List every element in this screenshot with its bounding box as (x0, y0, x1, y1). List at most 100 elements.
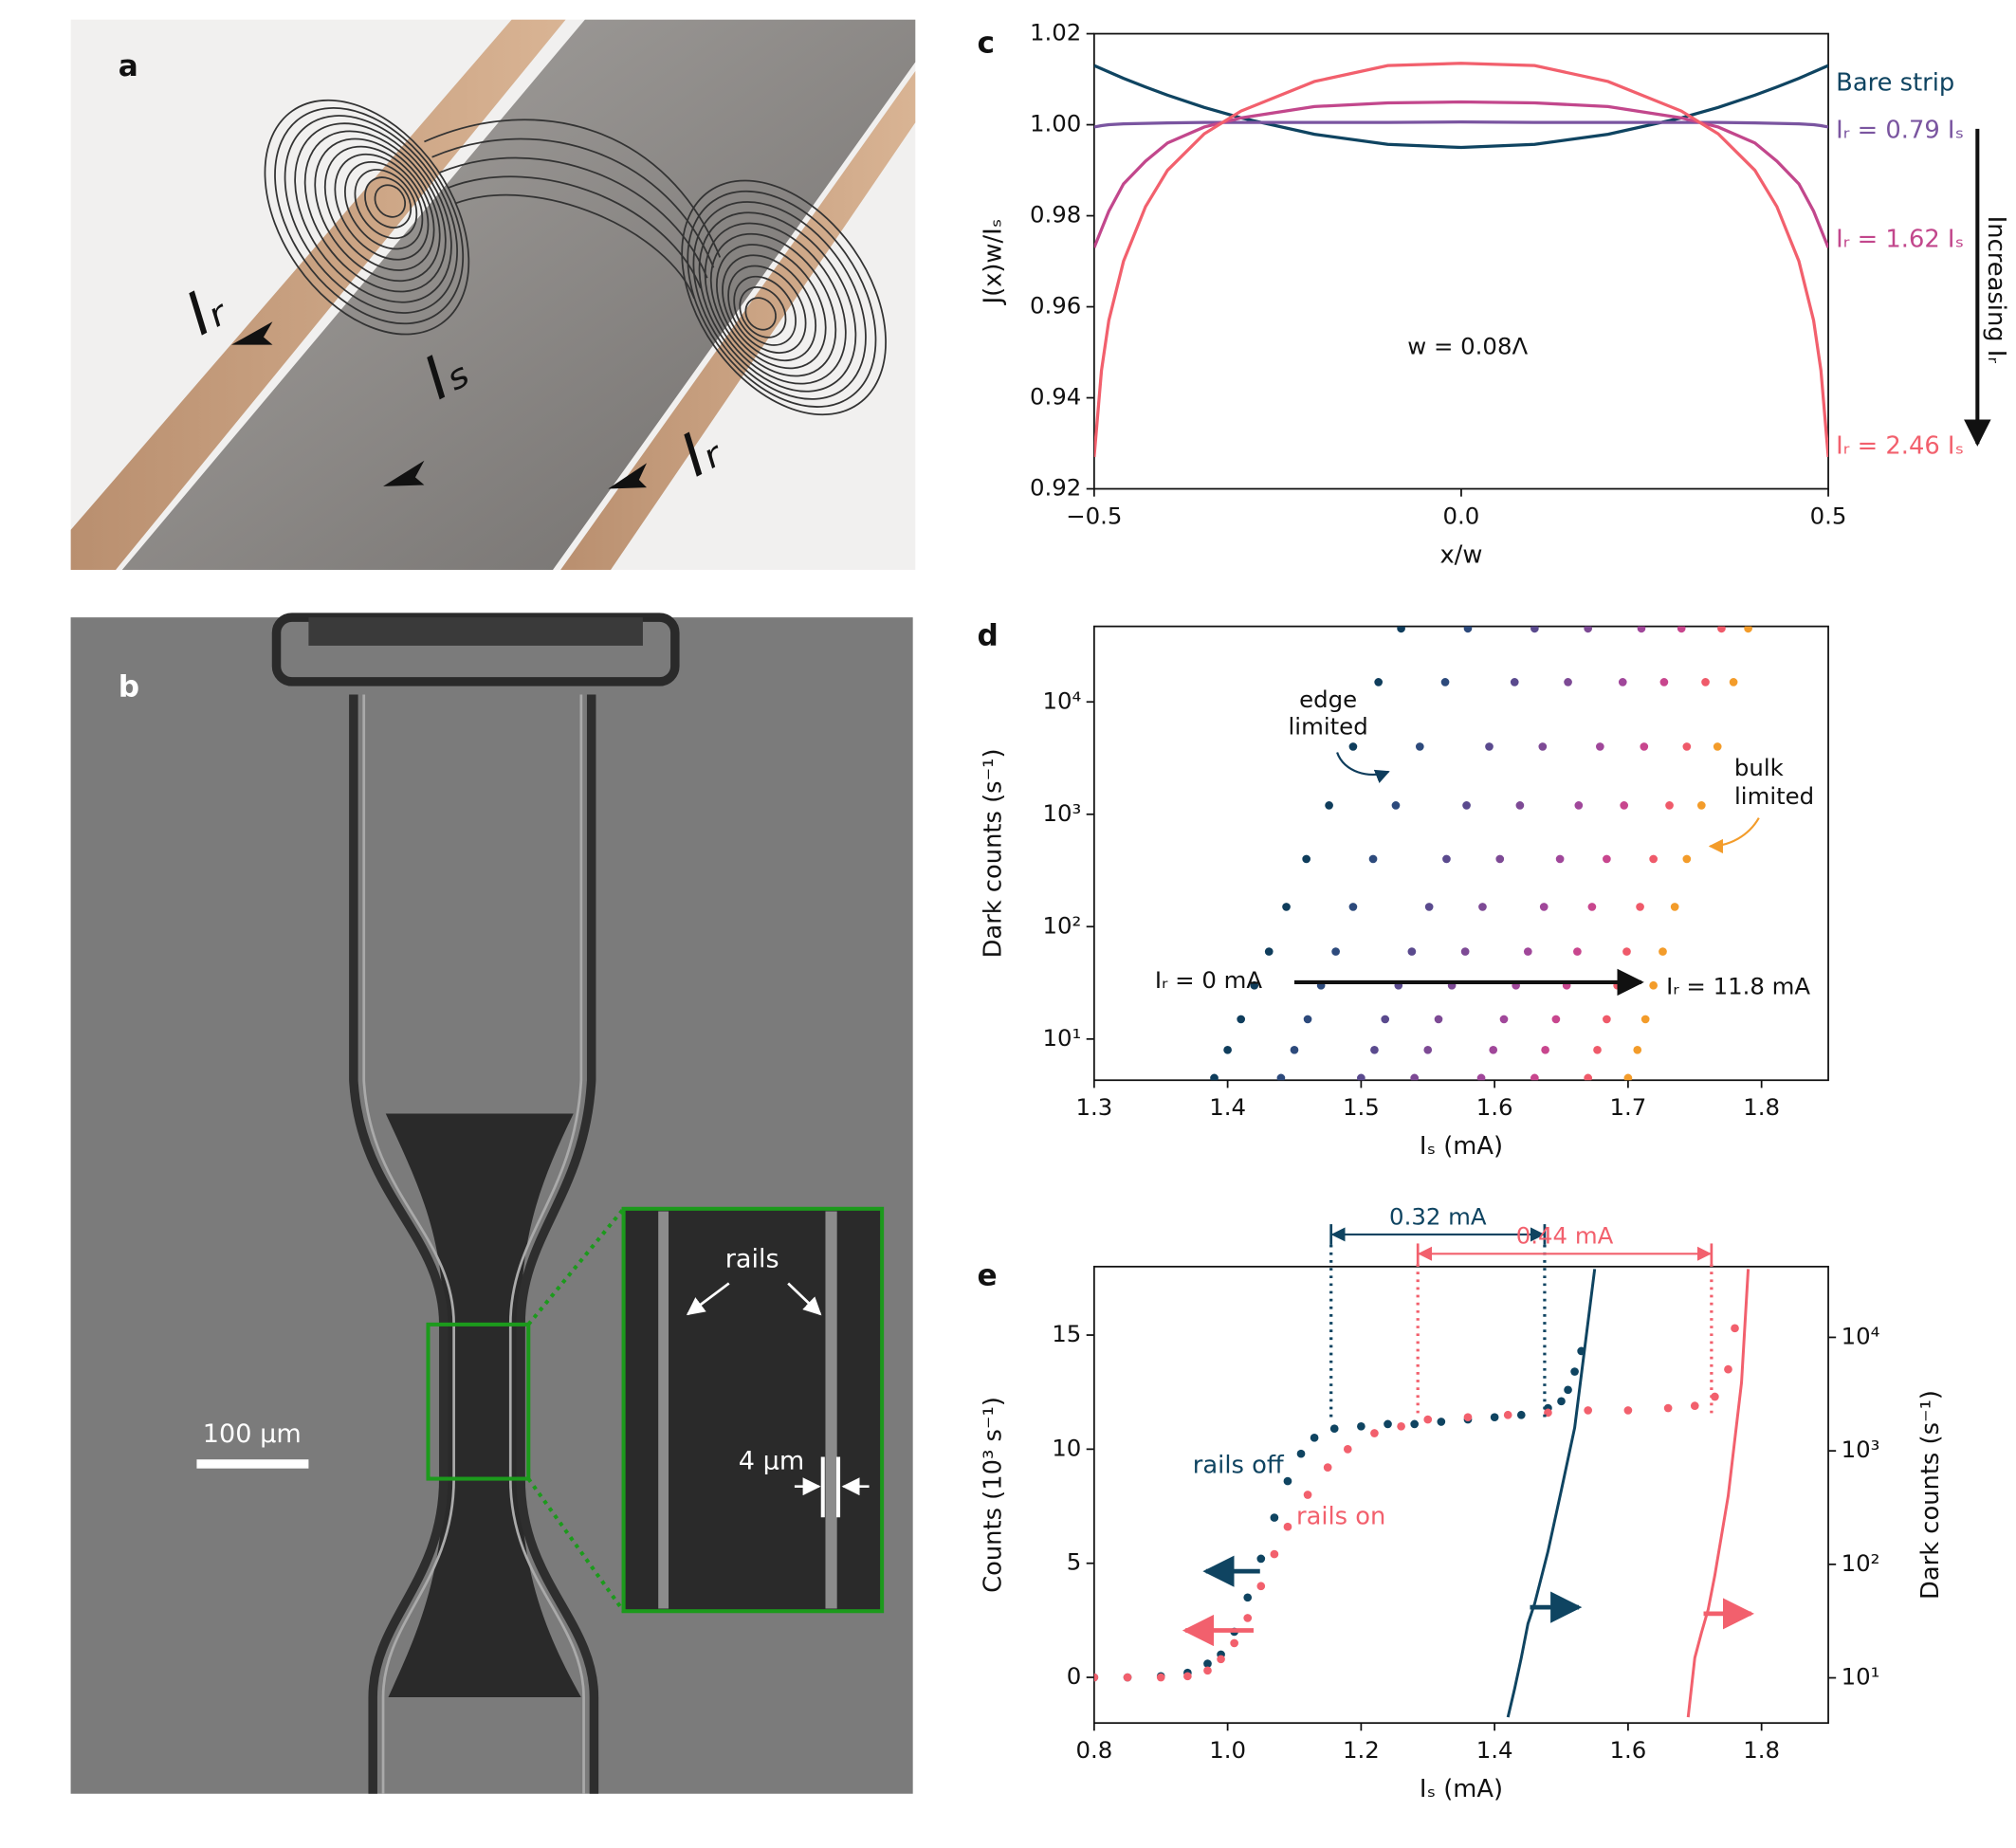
data-point (1690, 1401, 1699, 1410)
inset-label: 4 µm (739, 1446, 805, 1475)
data-point (1329, 1424, 1339, 1434)
data-point (1348, 903, 1358, 911)
data-point (1538, 742, 1548, 751)
data-point (1203, 1666, 1212, 1675)
data-point (1384, 1419, 1392, 1429)
field-line (447, 175, 702, 289)
data-point (1463, 1413, 1473, 1422)
data-point (1368, 854, 1378, 864)
data-point (1276, 1073, 1286, 1081)
data-point (1637, 626, 1646, 633)
y-tick-label: 0.92 (1030, 474, 1081, 502)
data-point (1156, 1673, 1165, 1682)
inset-label: rails (725, 1245, 779, 1274)
data-point (1682, 742, 1692, 751)
annotation: Iᵣ = 11.8 mA (1666, 973, 1810, 1000)
data-point (1665, 801, 1674, 810)
field-line (284, 115, 458, 314)
series-line (1686, 1269, 1750, 1718)
field-line (323, 145, 435, 271)
data-point (1256, 1582, 1266, 1591)
data-point (1423, 1045, 1433, 1054)
data-point (1183, 1672, 1192, 1681)
data-point (1381, 1015, 1390, 1024)
annotation: Increasing Iᵣ (1982, 216, 2010, 364)
pointer-arrow (787, 1282, 822, 1316)
y2-tick-label: 10³ (1842, 1436, 1880, 1463)
series-label: Bare strip (1836, 69, 1954, 98)
zoom-line (526, 1207, 626, 1327)
pointer-arrow (686, 1282, 730, 1316)
data-point (1618, 678, 1627, 686)
annotation: bulk (1734, 754, 1785, 781)
field-line (264, 99, 470, 336)
annotation: w = 0.08Λ (1407, 332, 1528, 359)
zoom-box (426, 1322, 531, 1481)
data-point (1523, 947, 1532, 956)
data-point (1663, 1403, 1673, 1413)
data-point (1717, 626, 1726, 633)
x-tick-label: 0.8 (1075, 1736, 1112, 1764)
plot-frame (1092, 625, 1829, 1082)
pad (308, 617, 643, 646)
data-point (1343, 1445, 1352, 1454)
data-point (1310, 1433, 1319, 1442)
data-point (1462, 801, 1471, 810)
data-point (1357, 1421, 1365, 1431)
data-point (1503, 1410, 1512, 1419)
series-line (1506, 1269, 1597, 1718)
data-point (1303, 1491, 1312, 1499)
data-point (1370, 1045, 1379, 1054)
data-point (1270, 1549, 1279, 1559)
series-label: Iᵣ = 0.79 Iₛ (1836, 117, 1964, 145)
field-line (722, 254, 817, 362)
rail (560, 70, 916, 570)
scale-bar (196, 1459, 309, 1469)
data-point (1555, 854, 1565, 864)
x-axis-label: Iₛ (mA) (1420, 1775, 1503, 1803)
y-tick-label: 0.96 (1030, 292, 1081, 320)
data-point (1573, 947, 1582, 956)
field-line (704, 222, 847, 385)
data-point (1283, 1476, 1292, 1486)
series-label: Iᵣ = 1.62 Iₛ (1836, 226, 1964, 254)
current-arrow (608, 463, 648, 489)
data-point (1410, 1073, 1420, 1081)
data-point (1670, 903, 1679, 911)
y-tick-label: 0 (1067, 1662, 1082, 1690)
data-point (1374, 678, 1384, 686)
data-point (1495, 854, 1505, 864)
field-line (303, 130, 447, 293)
data-point (1325, 801, 1333, 810)
data-point (1093, 1673, 1099, 1682)
data-point (1649, 980, 1658, 990)
x-tick-label: 1.6 (1476, 1093, 1513, 1121)
chart: c −0.5 0.0 0.5 0.92 0.94 0.96 0.98 1.00 1.02 x/w J(… (977, 19, 2009, 570)
data-point (1223, 1045, 1232, 1054)
data-point (1463, 626, 1473, 633)
x-tick-label: 0.0 (1443, 502, 1480, 529)
annotation-pointer (1336, 752, 1390, 783)
data-point (1603, 1015, 1611, 1024)
data-point (1437, 1418, 1446, 1426)
series-line (1093, 120, 1829, 129)
field-line (354, 169, 418, 240)
field-line (454, 193, 695, 300)
field-line (698, 211, 857, 393)
data-point (1603, 854, 1611, 864)
y-axis-label: Counts (10³ s⁻¹) (980, 1397, 1008, 1593)
data-point (1123, 1673, 1132, 1682)
x-tick-label: 0.5 (1810, 502, 1847, 529)
data-point (1460, 947, 1470, 956)
data-point (1296, 1449, 1306, 1458)
data-point (1397, 626, 1405, 633)
data-point (1584, 1073, 1593, 1081)
series-line (1093, 64, 1829, 150)
y-tick-label: 10² (1042, 911, 1081, 939)
data-point (1623, 1073, 1633, 1081)
plot-area (1093, 62, 1829, 458)
x-tick-label: 1.0 (1209, 1736, 1246, 1764)
field-line (431, 137, 715, 268)
data-point (1210, 1073, 1219, 1081)
